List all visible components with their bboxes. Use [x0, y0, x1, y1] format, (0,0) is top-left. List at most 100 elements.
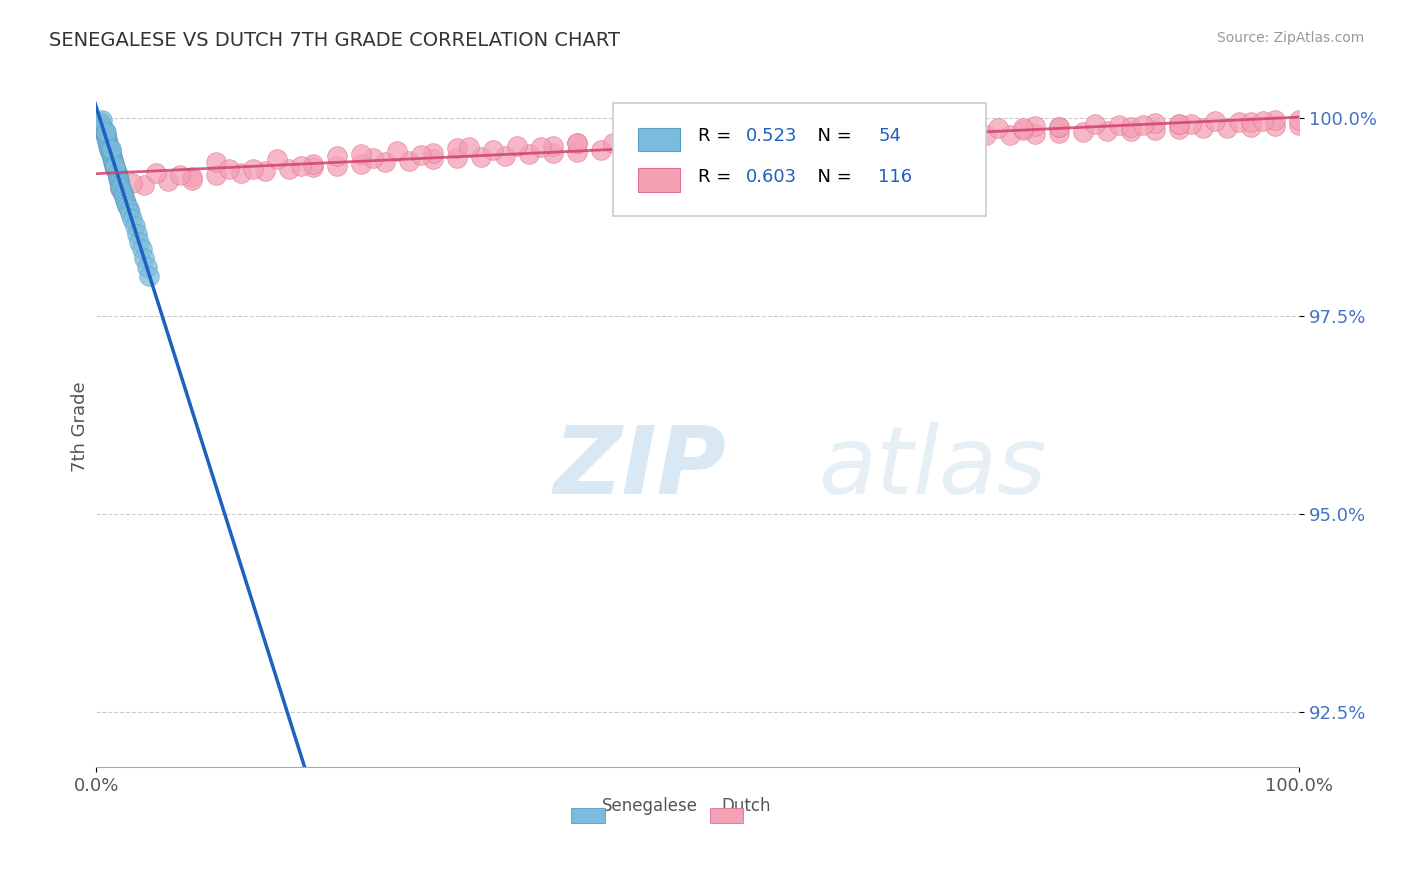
Point [879, 126, 901, 140]
Bar [637, 169, 679, 192]
Point [686, 139, 709, 153]
Point [101, 151, 124, 165]
Point [111, 185, 134, 199]
Point [103, 159, 125, 173]
Point [121, 212, 143, 227]
Point [90, 117, 112, 131]
Point [734, 137, 756, 152]
Point [89, 115, 111, 129]
Point [963, 120, 986, 135]
Point [1216, 120, 1239, 135]
Point [350, 146, 373, 161]
Text: 0.603: 0.603 [745, 168, 797, 186]
Text: 116: 116 [879, 168, 912, 186]
Point [127, 227, 149, 241]
Point [1264, 112, 1286, 127]
Point [891, 125, 914, 139]
Point [1132, 118, 1154, 132]
Point [1047, 120, 1070, 134]
Point [662, 140, 685, 154]
Text: 54: 54 [879, 127, 901, 145]
Point [783, 135, 806, 149]
Point [987, 121, 1010, 136]
Point [124, 219, 146, 234]
Point [301, 160, 323, 174]
Point [686, 131, 709, 145]
Point [868, 124, 890, 138]
Point [614, 135, 637, 149]
Point [101, 153, 124, 167]
Point [1240, 115, 1263, 129]
Point [1167, 117, 1189, 131]
Point [1167, 117, 1189, 131]
Point [105, 166, 128, 180]
Point [350, 157, 373, 171]
Point [1095, 124, 1118, 138]
Point [169, 168, 191, 182]
Point [747, 128, 769, 143]
Point [205, 168, 228, 182]
Point [807, 127, 830, 141]
Point [385, 145, 408, 159]
Point [93, 127, 115, 141]
Point [494, 149, 516, 163]
Point [96, 135, 118, 149]
Point [145, 166, 167, 180]
Point [110, 178, 132, 192]
Point [128, 235, 150, 249]
Point [205, 154, 228, 169]
Point [98, 141, 121, 155]
Point [91, 119, 114, 133]
Text: Senegalese: Senegalese [602, 797, 697, 815]
Point [242, 162, 264, 177]
Point [138, 269, 160, 284]
Point [543, 145, 565, 160]
Point [1011, 121, 1033, 136]
Point [112, 190, 135, 204]
Point [458, 140, 481, 154]
Point [104, 162, 127, 177]
Point [110, 182, 132, 196]
Point [104, 161, 127, 175]
Point [118, 202, 141, 216]
Point [446, 151, 468, 165]
Point [326, 159, 349, 173]
Text: Source: ZipAtlas.com: Source: ZipAtlas.com [1216, 31, 1364, 45]
Point [1227, 115, 1250, 129]
Point [927, 130, 949, 145]
Point [710, 138, 733, 153]
Bar [571, 808, 605, 823]
Point [98, 143, 121, 157]
Text: atlas: atlas [818, 422, 1046, 513]
Point [181, 170, 204, 185]
Point [94, 128, 117, 143]
Point [409, 148, 432, 162]
Point [1047, 120, 1070, 134]
Point [842, 124, 865, 138]
Point [97, 138, 120, 153]
Point [107, 169, 129, 183]
Point [614, 143, 637, 157]
Point [135, 260, 157, 274]
Point [759, 136, 782, 151]
Point [831, 133, 853, 147]
Point [94, 131, 117, 145]
Point [662, 132, 685, 146]
Bar [637, 128, 679, 152]
Point [290, 159, 312, 173]
Point [1108, 118, 1130, 132]
Point [543, 138, 565, 153]
Point [100, 142, 122, 156]
Text: ZIP: ZIP [554, 422, 727, 514]
Point [301, 157, 323, 171]
Point [927, 123, 949, 137]
Point [482, 143, 505, 157]
Point [747, 130, 769, 145]
Point [107, 171, 129, 186]
Point [1047, 126, 1070, 140]
Point [927, 122, 949, 136]
Text: N =: N = [806, 127, 858, 145]
Point [530, 140, 553, 154]
Point [807, 126, 830, 140]
Point [602, 136, 624, 150]
